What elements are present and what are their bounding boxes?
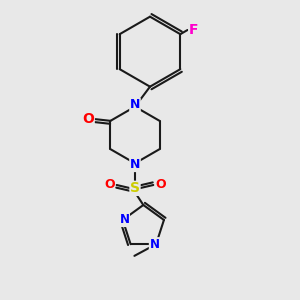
Text: N: N	[130, 98, 140, 112]
Text: N: N	[149, 238, 159, 251]
Text: S: S	[130, 181, 140, 195]
Text: F: F	[189, 23, 198, 37]
Text: O: O	[82, 112, 94, 126]
Text: N: N	[119, 214, 129, 226]
Text: O: O	[155, 178, 166, 191]
Text: N: N	[130, 158, 140, 172]
Text: O: O	[104, 178, 115, 191]
